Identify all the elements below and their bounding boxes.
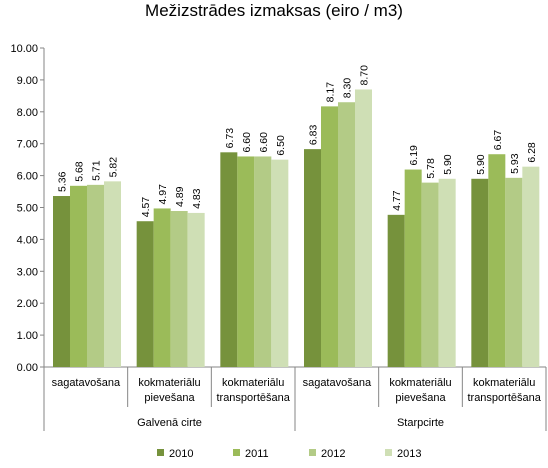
- y-tick-label: 9.00: [17, 75, 38, 87]
- x-category-label: pievešana: [395, 392, 446, 404]
- data-labels: 5.36 4.57 6.73 6.83 4.77 5.90 5.68 4.97 6.60 8.17…: [57, 65, 538, 217]
- data-label: 6.83: [308, 125, 320, 146]
- bar: [387, 214, 405, 367]
- x-category-label: kokmateriālu: [222, 377, 284, 389]
- bar: [187, 212, 205, 367]
- bar: [404, 169, 422, 367]
- y-tick-label: 3.00: [17, 266, 38, 278]
- bar: [136, 221, 154, 367]
- y-tick-label: 7.00: [17, 139, 38, 151]
- data-label: 4.83: [191, 188, 203, 209]
- x-category-label: transportēšana: [467, 392, 541, 404]
- bar: [304, 149, 321, 367]
- data-label: 6.28: [526, 142, 538, 163]
- x-category-label: sagatavošana: [303, 377, 372, 389]
- legend: 2010 2011 2012 2013: [157, 448, 421, 460]
- data-label: 8.17: [325, 82, 337, 103]
- y-tick-label: 8.00: [17, 107, 38, 119]
- data-label: 6.67: [492, 130, 504, 151]
- data-label: 8.70: [359, 65, 371, 86]
- legend-swatch: [157, 449, 164, 456]
- bar: [505, 177, 523, 367]
- legend-label: 2010: [169, 448, 193, 460]
- data-label: 6.50: [275, 135, 287, 156]
- x-category-label: sagatavošana: [52, 377, 121, 389]
- bar: [170, 211, 188, 367]
- legend-label: 2011: [245, 448, 269, 460]
- y-tick-label: 10.00: [10, 43, 38, 55]
- bar: [104, 181, 121, 367]
- x-category-label: kokmateriālu: [473, 377, 535, 389]
- data-label: 6.19: [408, 145, 420, 166]
- y-tick-label: 2.00: [17, 298, 38, 310]
- bar: [153, 208, 171, 367]
- data-label: 6.73: [224, 128, 236, 149]
- bar: [421, 182, 439, 367]
- data-label: 5.36: [57, 171, 69, 192]
- data-label: 5.82: [108, 157, 120, 178]
- data-label: 4.57: [140, 197, 152, 218]
- legend-swatch: [309, 449, 316, 456]
- y-tick-label: 0.00: [17, 362, 38, 374]
- bars: [53, 89, 540, 367]
- x-group-label: Starpcirte: [397, 417, 444, 429]
- bar: [271, 159, 289, 367]
- y-tick-label: 5.00: [17, 203, 38, 215]
- x-group-label: Galvenā cirte: [137, 417, 202, 429]
- legend-label: 2012: [321, 448, 345, 460]
- bar: [237, 156, 255, 367]
- data-label: 5.90: [475, 154, 487, 175]
- bar: [488, 154, 506, 367]
- data-label: 4.77: [391, 190, 403, 211]
- data-label: 5.71: [91, 160, 103, 181]
- y-tick-label: 1.00: [17, 330, 38, 342]
- bar: [522, 166, 540, 367]
- bar: [70, 185, 87, 367]
- data-label: 4.89: [174, 186, 186, 207]
- data-label: 5.68: [74, 161, 86, 182]
- axes: 0.00 1.00 2.00 3.00 4.00 5.00 6.00 7.00 8.00 9.00…: [10, 43, 547, 431]
- data-label: 4.97: [157, 184, 169, 205]
- x-category-label: kokmateriālu: [389, 377, 451, 389]
- bar: [220, 152, 238, 367]
- data-label: 5.90: [442, 154, 454, 175]
- data-label: 8.30: [342, 78, 354, 99]
- bar: [355, 89, 372, 367]
- bar: [338, 102, 355, 367]
- legend-swatch: [233, 449, 240, 456]
- data-label: 5.93: [509, 153, 521, 174]
- x-category-label: transportēšana: [216, 392, 290, 404]
- bar: [254, 156, 272, 367]
- data-label: 6.60: [241, 132, 253, 153]
- x-category-label: pievešana: [144, 392, 195, 404]
- chart-title: Mežizstrādes izmaksas (eiro / m3): [145, 1, 403, 20]
- y-tick-label: 6.00: [17, 171, 38, 183]
- data-label: 6.60: [258, 132, 270, 153]
- bar: [438, 178, 456, 367]
- bar: [471, 178, 489, 367]
- data-label: 5.78: [425, 158, 437, 179]
- legend-swatch: [385, 449, 392, 456]
- bar: [87, 184, 104, 367]
- bar: [53, 196, 70, 367]
- x-category-label: kokmateriālu: [138, 377, 200, 389]
- bar: [321, 106, 338, 367]
- legend-label: 2013: [397, 448, 421, 460]
- y-tick-label: 4.00: [17, 234, 38, 246]
